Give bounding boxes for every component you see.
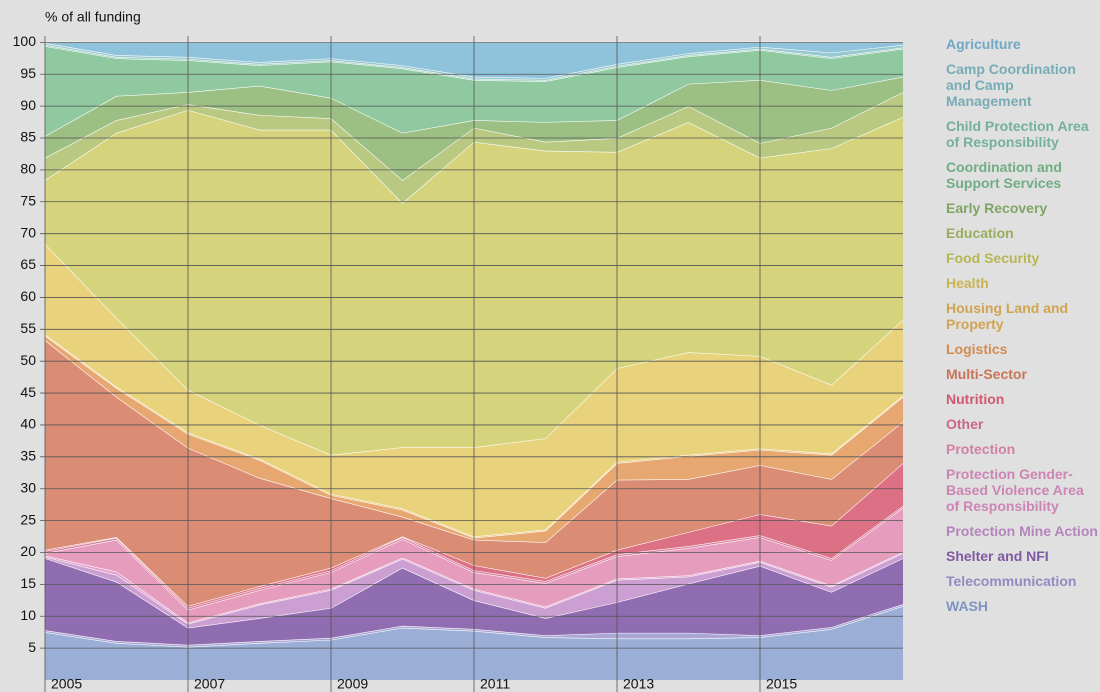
y-tick-label: 65 [20, 256, 36, 272]
legend-entry: Camp Coordination and Camp Management [946, 61, 1076, 109]
legend-entry: Nutrition [946, 391, 1005, 407]
legend-entry: Food Security [946, 250, 1040, 266]
y-tick-label: 95 [20, 65, 36, 81]
y-tick-label: 30 [20, 479, 36, 495]
legend-entry: Agriculture [946, 36, 1021, 52]
area [45, 76, 903, 181]
y-tick-label: 45 [20, 384, 36, 400]
y-tick-label: 100 [13, 33, 37, 49]
x-tick-label: 2015 [766, 676, 797, 692]
legend-entry: Protection [946, 441, 1016, 457]
legend-entry: Multi-Sector [946, 366, 1027, 382]
area [45, 340, 903, 607]
legend-entry: Health [946, 275, 989, 291]
y-tick-label: 60 [20, 288, 36, 304]
y-tick-label: 35 [20, 448, 36, 464]
y-tick-label: 55 [20, 320, 36, 336]
chart: % of all funding 5 10 15 20 25 30 35 40 45 50 55 60… [13, 9, 904, 692]
y-tick-label: 10 [20, 607, 36, 623]
x-tick-label: 2011 [480, 676, 510, 692]
y-tick-label: 15 [20, 575, 36, 591]
y-axis-title: % of all funding [45, 9, 141, 25]
x-tick-label: 2009 [337, 676, 368, 692]
area [45, 92, 903, 204]
y-tick-label: 40 [20, 416, 36, 432]
legend-entry: Shelter and NFI [946, 548, 1049, 564]
y-tick-label: 70 [20, 224, 36, 240]
area [45, 507, 903, 623]
y-tick-label: 85 [20, 129, 36, 145]
legend-entry: Other [946, 416, 984, 432]
y-tick-label: 5 [28, 639, 36, 655]
legend-entry: Education [946, 225, 1014, 241]
y-tick-label: 90 [20, 97, 36, 113]
legend-entry: WASH [946, 598, 988, 614]
x-tick-label: 2007 [194, 676, 225, 692]
y-tick-label: 25 [20, 511, 36, 527]
y-tick-label: 75 [20, 192, 36, 208]
y-tick-label: 80 [20, 161, 36, 177]
legend-entry: Protection Gender-Based Violence Area of… [946, 466, 1084, 514]
x-tick-label: 2005 [51, 676, 82, 692]
legend-entry: Protection Mine Action [946, 523, 1098, 539]
y-tick-label: 50 [20, 352, 36, 368]
legend-entry: Telecommunication [946, 573, 1077, 589]
legend-entry: Logistics [946, 341, 1008, 357]
x-tick-label: 2013 [623, 676, 654, 692]
area [45, 463, 903, 608]
area [45, 604, 903, 647]
legend: Agriculture Camp Coordination and Camp Ma… [946, 36, 1098, 623]
legend-entry: Child Protection Area of Responsibility [946, 118, 1089, 150]
y-tick-label: 20 [20, 543, 36, 559]
legend-entry: Housing Land and Property [946, 300, 1069, 332]
legend-entry: Coordination and Support Services [946, 159, 1062, 191]
legend-entry: Early Recovery [946, 200, 1048, 216]
